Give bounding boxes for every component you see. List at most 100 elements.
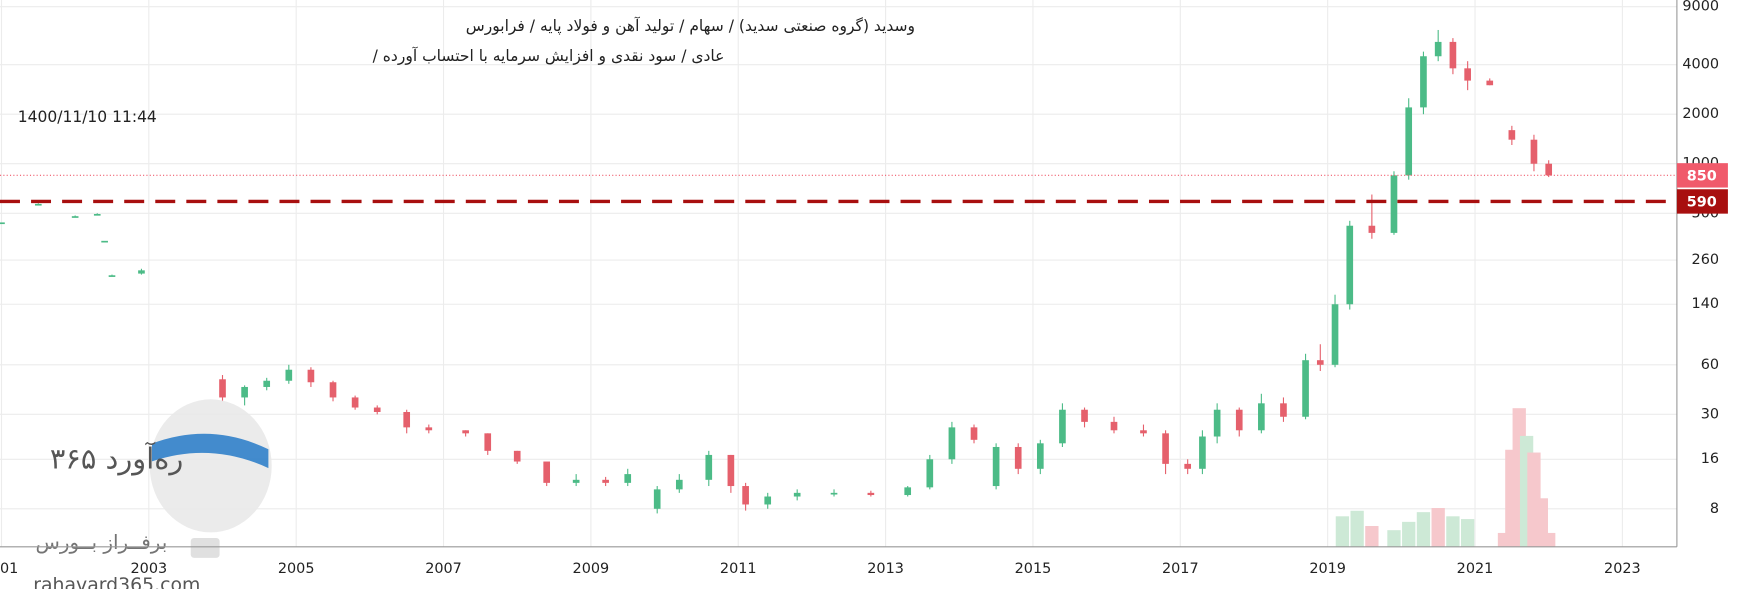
candle-body bbox=[462, 430, 469, 434]
candle-body bbox=[403, 411, 411, 428]
candle-body bbox=[675, 479, 683, 490]
grid bbox=[0, 0, 1677, 547]
candle-body bbox=[108, 275, 116, 277]
candle-body bbox=[1405, 107, 1413, 176]
title: وسدید (گروه صنعتی سدید) / سهام / تولید آ… bbox=[466, 16, 915, 36]
candle-body bbox=[830, 492, 838, 495]
candle-body bbox=[71, 216, 79, 218]
candle-body bbox=[241, 386, 248, 398]
candle-body bbox=[793, 492, 801, 497]
candle-body bbox=[1316, 360, 1324, 365]
candle-body bbox=[1110, 421, 1118, 431]
volume-bar bbox=[1365, 526, 1379, 547]
x-tick-label: 2021 bbox=[1457, 561, 1494, 577]
candle-body bbox=[1434, 41, 1442, 57]
candle-body bbox=[1199, 436, 1206, 469]
y-tick-label: 9000 bbox=[1682, 0, 1719, 15]
balloon bbox=[149, 399, 272, 533]
y-tick-label: 4000 bbox=[1682, 57, 1719, 73]
candle-body bbox=[572, 479, 580, 483]
candle-body bbox=[1545, 163, 1553, 176]
volume-bar bbox=[1460, 519, 1475, 547]
price-tag-label: 850 bbox=[1687, 168, 1717, 184]
candle-body bbox=[1081, 409, 1088, 422]
candle-body bbox=[34, 203, 42, 206]
y-tick-label: 140 bbox=[1692, 296, 1720, 312]
candle-body bbox=[602, 479, 609, 483]
candle-body bbox=[1235, 409, 1243, 431]
x-tick-label: 2005 bbox=[278, 561, 315, 577]
candle-body bbox=[742, 486, 749, 505]
y-tick-label: 2000 bbox=[1682, 106, 1719, 122]
y-tick-label: 16 bbox=[1701, 451, 1719, 467]
balloon-band bbox=[151, 433, 269, 469]
x-tick-label: 2013 bbox=[867, 561, 904, 577]
x-tick-label: 2007 bbox=[425, 561, 462, 577]
candle-body bbox=[948, 427, 956, 460]
volume-bar bbox=[1416, 512, 1431, 547]
candle-body bbox=[705, 454, 713, 480]
axes: 01 2003 2005 2007 2009 2011 2013 2015 2017 2019 20… bbox=[0, 0, 1728, 577]
candle-body bbox=[307, 369, 315, 383]
candle-body bbox=[904, 487, 912, 496]
candle-body bbox=[1346, 225, 1354, 305]
candle-body bbox=[926, 459, 934, 488]
candle-body bbox=[1258, 403, 1265, 431]
candle-body bbox=[425, 427, 433, 431]
candle-body bbox=[93, 213, 101, 216]
candle-body bbox=[1420, 56, 1427, 108]
candle-body bbox=[653, 489, 661, 509]
x-tick-label: 2019 bbox=[1309, 561, 1346, 577]
candle-body bbox=[992, 446, 1000, 487]
candle-body bbox=[101, 240, 108, 243]
volume-bar bbox=[1446, 516, 1460, 547]
candle-body bbox=[329, 382, 337, 398]
url: rahavard365.com bbox=[33, 575, 200, 589]
x-tick-label: 2015 bbox=[1015, 561, 1052, 577]
price-tag-label: 590 bbox=[1687, 195, 1717, 211]
x-tick-label: 2003 bbox=[130, 561, 167, 577]
candle-body bbox=[1059, 409, 1066, 444]
candle-body bbox=[727, 454, 735, 487]
candle-body bbox=[1140, 430, 1147, 434]
candle-body bbox=[219, 379, 226, 398]
volume-bar bbox=[1335, 516, 1350, 547]
candles bbox=[0, 29, 1553, 514]
x-tick-label: 2023 bbox=[1604, 561, 1641, 577]
candle-body bbox=[867, 492, 875, 496]
candle-body bbox=[1014, 446, 1022, 469]
candle-body bbox=[1508, 130, 1516, 140]
candle-body bbox=[1213, 409, 1221, 437]
y-tick-label: 30 bbox=[1701, 406, 1719, 422]
candle-body bbox=[1280, 403, 1287, 417]
y-tick-label: 60 bbox=[1701, 357, 1719, 373]
candle-body bbox=[513, 450, 521, 462]
candle-body bbox=[0, 222, 5, 225]
logo: ۳۶۵ ره‌آورد برفــراز بــورس rahavard365.… bbox=[33, 399, 272, 589]
volume bbox=[1335, 408, 1556, 547]
candle-body bbox=[764, 496, 772, 505]
candle-body bbox=[1486, 80, 1494, 86]
candle-body bbox=[263, 380, 271, 387]
candle-body bbox=[1184, 463, 1192, 469]
x-tick-label: 01 bbox=[0, 561, 18, 577]
candle-body bbox=[624, 474, 632, 483]
candle-body bbox=[543, 461, 551, 483]
candle-body bbox=[351, 397, 359, 408]
candle-body bbox=[1036, 443, 1044, 469]
y-tick-label: 260 bbox=[1692, 252, 1720, 268]
volume-bar bbox=[1387, 530, 1401, 547]
candle-body bbox=[1302, 360, 1309, 417]
candle-body bbox=[1449, 41, 1457, 69]
price-tag bbox=[1676, 163, 1728, 188]
subtitle: عادی / سود نقدی و افزایش سرمایه با احتسا… bbox=[373, 46, 725, 66]
candle-body bbox=[1464, 68, 1471, 81]
candle-body bbox=[1331, 304, 1339, 365]
candle-body bbox=[1530, 139, 1538, 164]
candle-body bbox=[138, 270, 145, 274]
candle-body bbox=[1162, 433, 1169, 464]
candle-body bbox=[373, 407, 381, 412]
